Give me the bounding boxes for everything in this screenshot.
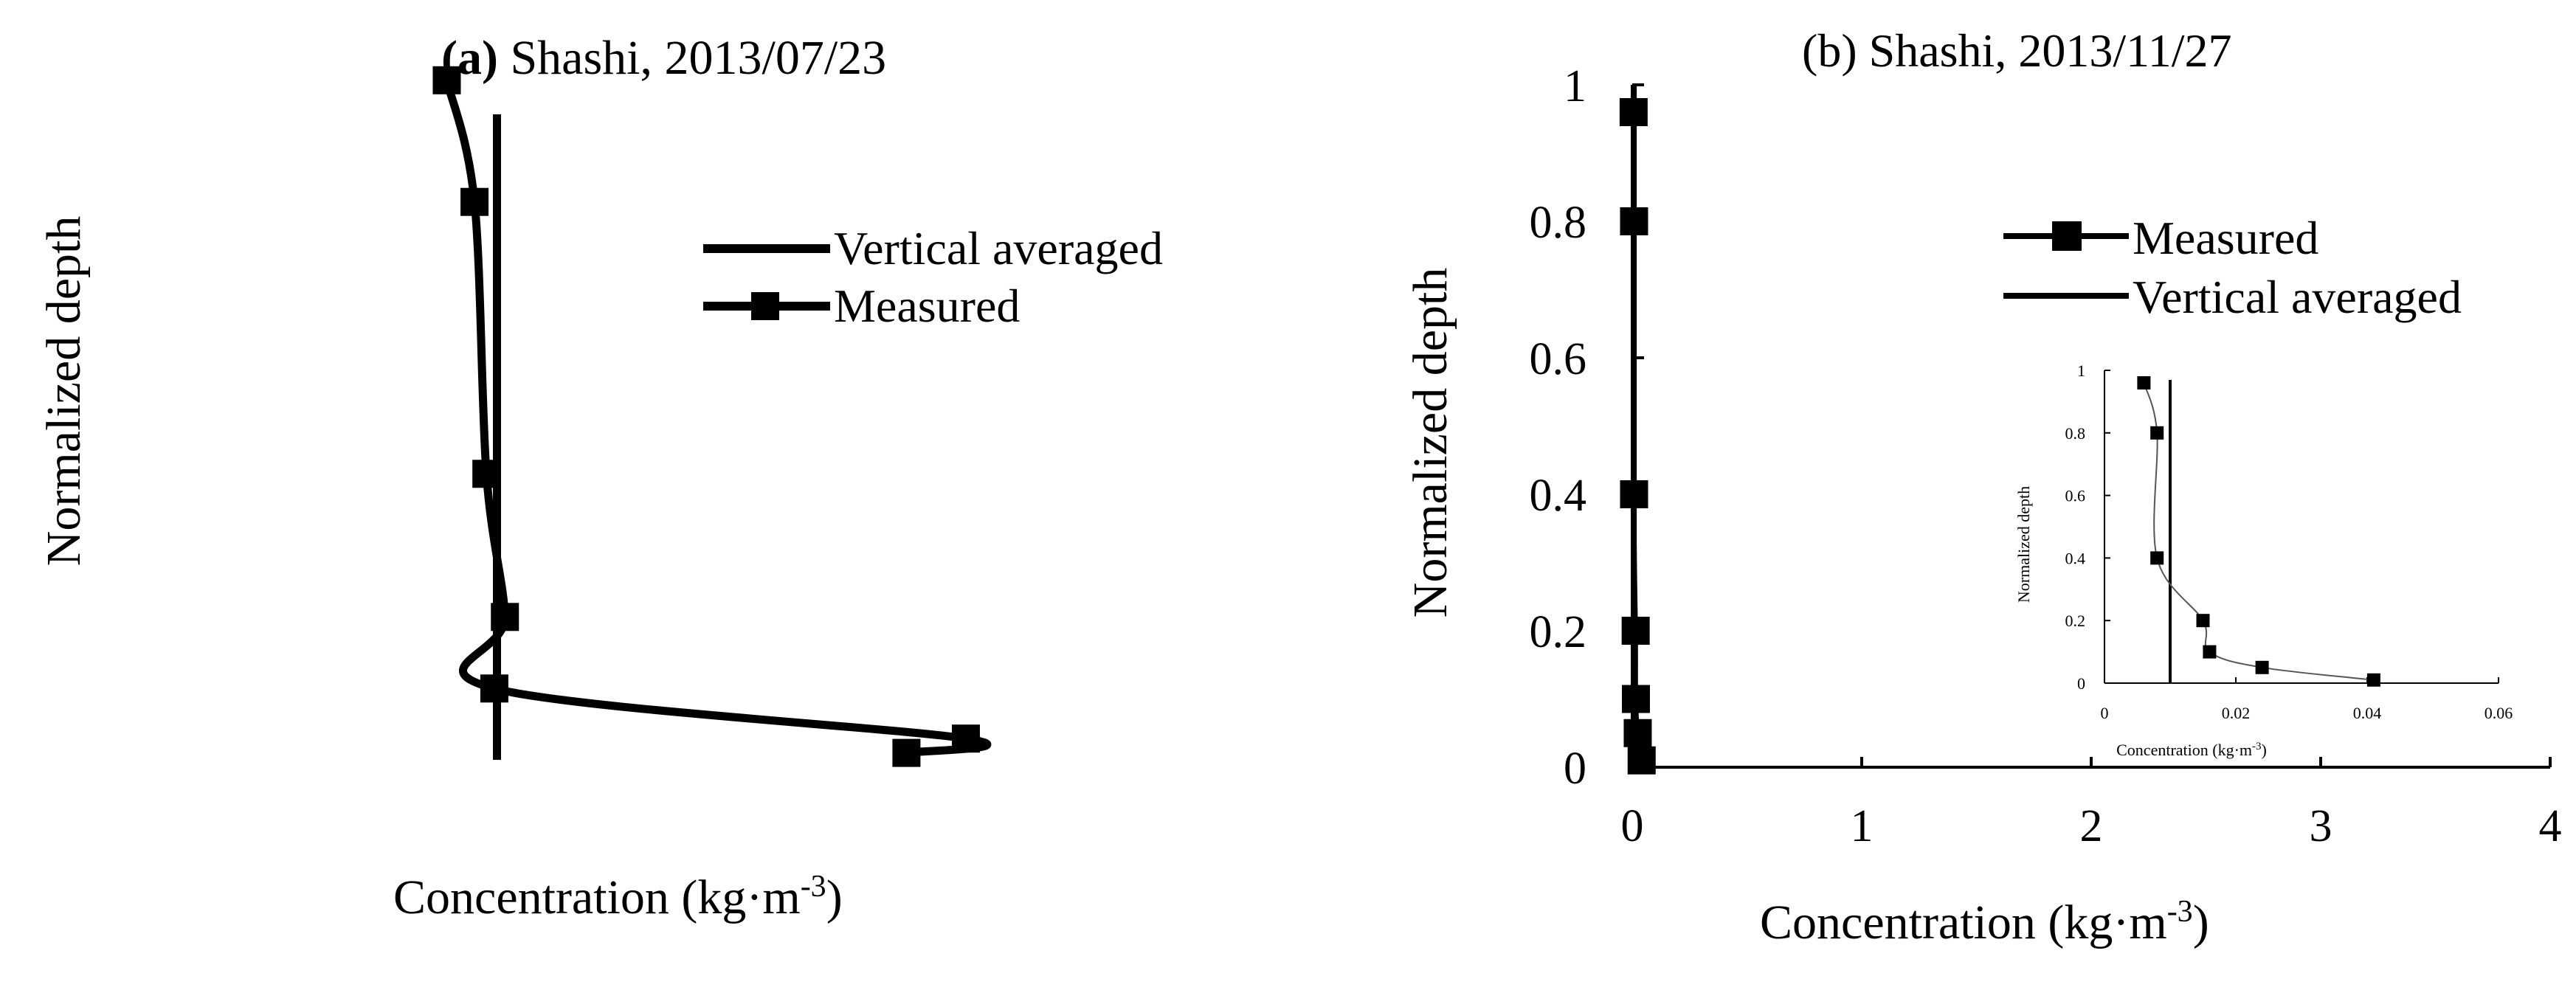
measured-point-6 — [892, 738, 921, 767]
measured-point-2 — [472, 460, 501, 488]
panel-b-title: (b) Shashi, 2013/11/27 — [1802, 24, 2232, 77]
legend-a-measured-label: Measured — [834, 280, 1020, 332]
inset-axes: 0 0.02 0.04 0.06 0 0.2 0.4 0.6 0.8 1 — [2065, 361, 2513, 722]
inset-plot — [2137, 375, 2380, 687]
panel-b-axes: 0 1 2 3 4 0 0.2 0.4 0.6 0.8 1 — [1530, 61, 2562, 851]
panel-b-legend: Measured Vertical averaged — [2003, 212, 2462, 323]
measured-point-3 — [1621, 617, 1650, 645]
inset-y-tick-label-0.6: 0.6 — [2065, 487, 2086, 505]
measured-point-2 — [1620, 480, 1648, 508]
panel-b-xlabel: Concentration (kg·m-3) — [1760, 895, 2209, 949]
legend-b-measured-label: Measured — [2133, 212, 2318, 264]
y-tick-label-0.4: 0.4 — [1530, 471, 1587, 521]
measured-point-1 — [1620, 207, 1648, 235]
measured-point-6 — [1627, 746, 1656, 775]
y-tick-label-0: 0 — [1564, 744, 1586, 794]
x-tick-label-0: 0 — [1621, 801, 1644, 851]
y-tick-label-0.6: 0.6 — [1530, 334, 1587, 384]
panel-b: (b) Shashi, 2013/11/27 Normalized depth … — [1403, 24, 2562, 949]
measured-point-3 — [491, 603, 519, 631]
panel-a-title-letter: a — [457, 31, 482, 85]
inset-measured-point-3 — [2196, 614, 2210, 628]
measured-point-1 — [460, 187, 489, 216]
inset-measured-point-6 — [2366, 673, 2380, 687]
measured-point-0 — [432, 66, 461, 94]
panel-a-title-text: Shashi, 2013/07/23 — [498, 31, 886, 85]
inset-measured-line — [2143, 382, 2375, 681]
panel-a-ylabel: Normalized depth — [37, 216, 91, 567]
panel-a-title: (a) Shashi, 2013/07/23 — [441, 31, 886, 85]
panel-a-plot — [432, 66, 992, 767]
measured-point-5 — [951, 724, 980, 753]
panel-a-xlabel: Concentration (kg·m-3) — [393, 870, 843, 924]
measured-point-0 — [1619, 98, 1648, 126]
panel-b-plot — [1619, 85, 1656, 775]
legend-b-measured-marker — [2052, 221, 2082, 251]
panel-b-inset: 0 0.02 0.04 0.06 0 0.2 0.4 0.6 0.8 1 Normalized d… — [2014, 361, 2513, 759]
inset-x-tick-label-0.02: 0.02 — [2222, 704, 2251, 722]
y-tick-label-1: 1 — [1564, 61, 1586, 111]
inset-x-tick-label-0.04: 0.04 — [2353, 704, 2382, 722]
panel-b-ylabel: Normalized depth — [1403, 268, 1457, 618]
y-tick-label-0.8: 0.8 — [1530, 198, 1587, 248]
measured-point-5 — [1623, 719, 1652, 747]
x-tick-label-1: 1 — [1851, 801, 1874, 851]
inset-y-tick-label-0: 0 — [2077, 674, 2085, 693]
x-tick-label-4: 4 — [2539, 801, 2562, 851]
inset-measured-point-2 — [2150, 551, 2164, 565]
inset-measured-point-1 — [2150, 426, 2164, 440]
inset-y-tick-label-1: 1 — [2077, 361, 2085, 380]
measured-point-4 — [480, 674, 508, 703]
inset-ylabel: Normalized depth — [2014, 486, 2033, 603]
panel-a: (a) Shashi, 2013/07/23 Normalized depth … — [37, 31, 1163, 924]
inset-measured-point-4 — [2203, 645, 2217, 659]
x-tick-label-3: 3 — [2310, 801, 2332, 851]
x-tick-label-2: 2 — [2080, 801, 2103, 851]
inset-measured-point-5 — [2255, 660, 2269, 674]
legend-b-averaged-label: Vertical averaged — [2133, 271, 2462, 323]
inset-x-tick-label-0.06: 0.06 — [2485, 704, 2513, 722]
measured-line — [443, 79, 992, 758]
measured-point-4 — [1621, 685, 1650, 713]
legend-a-measured-marker — [751, 292, 779, 320]
inset-x-tick-label-0: 0 — [2101, 704, 2109, 722]
inset-y-tick-label-0.2: 0.2 — [2065, 612, 2086, 630]
inset-y-tick-label-0.4: 0.4 — [2065, 549, 2086, 567]
inset-xlabel: Concentration (kg·m-3) — [2116, 741, 2267, 759]
panel-a-legend: Vertical averaged Measured — [703, 222, 1163, 332]
y-tick-label-0.2: 0.2 — [1530, 607, 1587, 657]
legend-a-averaged-label: Vertical averaged — [834, 222, 1163, 274]
inset-measured-point-0 — [2137, 375, 2151, 390]
inset-y-tick-label-0.8: 0.8 — [2065, 424, 2086, 443]
